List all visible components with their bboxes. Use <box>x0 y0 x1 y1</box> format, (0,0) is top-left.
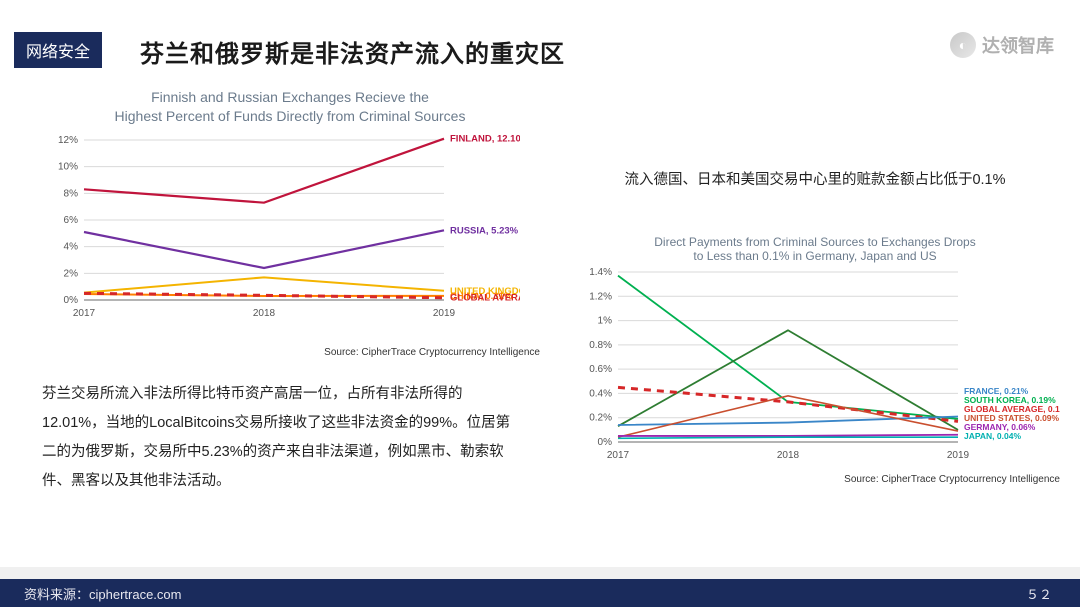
svg-text:1.4%: 1.4% <box>589 267 612 278</box>
chart1-title: Finnish and Russian Exchanges Recieve th… <box>40 88 540 126</box>
svg-text:2018: 2018 <box>253 308 276 319</box>
chart1-container: Finnish and Russian Exchanges Recieve th… <box>40 88 540 358</box>
chart2-source: Source: CipherTrace Cryptocurrency Intel… <box>570 474 1060 485</box>
body-paragraph: 芬兰交易所流入非法所得比特币资产高居一位，占所有非法所得的12.01%，当地的L… <box>42 380 522 496</box>
svg-text:1%: 1% <box>598 316 613 327</box>
svg-text:4%: 4% <box>64 241 79 252</box>
svg-text:2%: 2% <box>64 268 79 279</box>
svg-text:JAPAN, 0.04%: JAPAN, 0.04% <box>964 431 1021 441</box>
svg-text:8%: 8% <box>64 188 79 199</box>
chart2-svg: Direct Payments from Criminal Sources to… <box>570 232 1060 467</box>
svg-text:10%: 10% <box>58 161 78 172</box>
svg-text:0.6%: 0.6% <box>589 364 612 375</box>
svg-text:2019: 2019 <box>433 308 456 319</box>
svg-text:to Less than 0.1% in Germany,: to Less than 0.1% in Germany, Japan and … <box>693 249 936 263</box>
chart1-source: Source: CipherTrace Cryptocurrency Intel… <box>40 347 540 358</box>
footer: 资料来源：ciphertrace.com ５２ <box>0 579 1080 607</box>
svg-text:GLOBAL AVERAGE, 0.17%: GLOBAL AVERAGE, 0.17% <box>450 293 520 304</box>
logo-text: 达领智库 <box>982 32 1054 58</box>
footer-page: ５２ <box>1026 584 1052 603</box>
subheading: 流入德国、日本和美国交易中心里的赃款金额占比低于0.1% <box>585 168 1045 189</box>
svg-text:RUSSIA, 5.23%: RUSSIA, 5.23% <box>450 225 519 236</box>
page-bar <box>0 567 1080 579</box>
svg-text:0.4%: 0.4% <box>589 388 612 399</box>
svg-text:2018: 2018 <box>777 450 800 461</box>
svg-text:6%: 6% <box>64 215 79 226</box>
chart1-svg: 0% 2% 4% 6% 8% 10% 12% 2017 2018 2019 FINLAND, 12.… <box>40 130 520 340</box>
svg-text:2017: 2017 <box>607 450 630 461</box>
chart2-container: Direct Payments from Criminal Sources to… <box>570 232 1060 485</box>
category-badge: 网络安全 <box>14 32 102 68</box>
svg-text:0.2%: 0.2% <box>589 413 612 424</box>
svg-text:0.8%: 0.8% <box>589 340 612 351</box>
svg-text:12%: 12% <box>58 135 78 146</box>
footer-source: 资料来源：ciphertrace.com <box>24 584 181 603</box>
logo: ◐ 达领智库 <box>950 32 1054 58</box>
svg-text:FINLAND, 12.10%: FINLAND, 12.10% <box>450 133 520 144</box>
svg-text:2017: 2017 <box>73 308 96 319</box>
logo-icon: ◐ <box>950 32 976 58</box>
page-title: 芬兰和俄罗斯是非法资产流入的重灾区 <box>140 34 565 69</box>
svg-text:0%: 0% <box>598 437 613 448</box>
svg-text:Direct Payments from Criminal: Direct Payments from Criminal Sources to… <box>654 235 975 249</box>
svg-text:1.2%: 1.2% <box>589 291 612 302</box>
svg-text:0%: 0% <box>64 295 79 306</box>
svg-text:2019: 2019 <box>947 450 970 461</box>
